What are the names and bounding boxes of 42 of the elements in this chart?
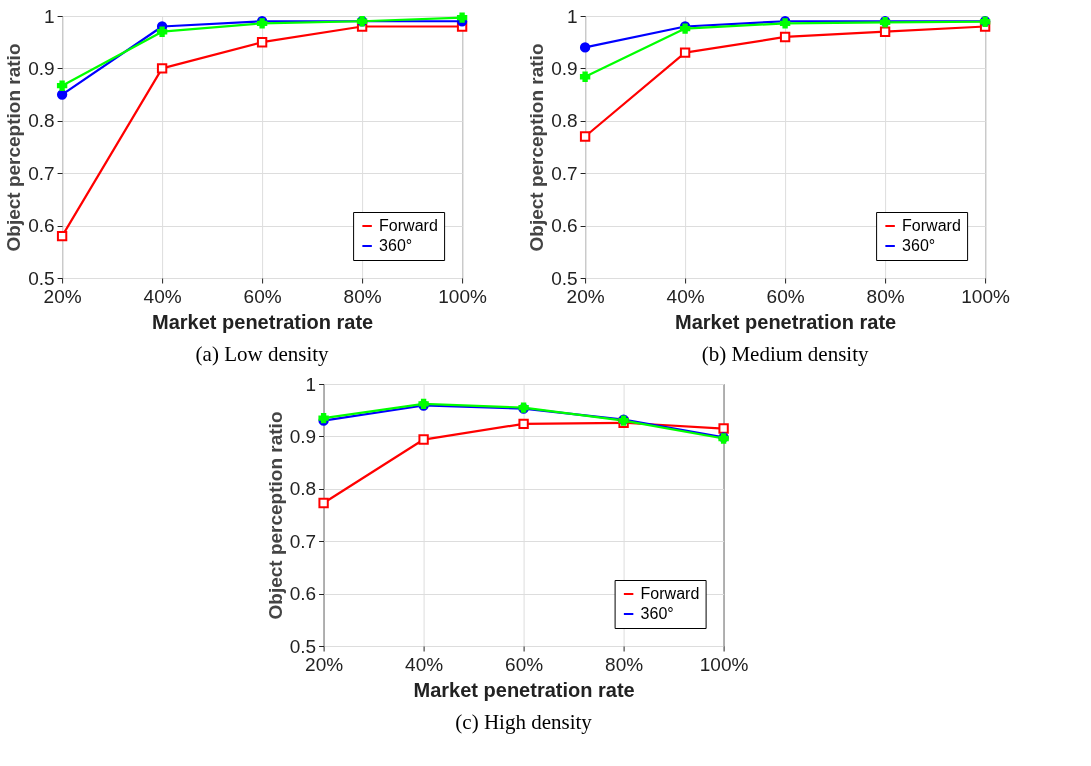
x-tick-label: 100% xyxy=(699,653,749,675)
y-tick-label: 0.6 xyxy=(551,215,578,237)
legend-label: Forward xyxy=(379,217,438,234)
x-tick-label: 100% xyxy=(438,285,487,307)
y-tick-label: 0.6 xyxy=(28,215,55,237)
x-tick-label: 60% xyxy=(243,285,282,307)
x-tick-label: 40% xyxy=(666,285,705,307)
y-tick-label: 1 xyxy=(567,5,578,27)
y-tick-label: 0.7 xyxy=(28,162,55,184)
y-axis-title: Object perception ratio xyxy=(3,43,25,252)
legend-label: 360° xyxy=(379,237,413,254)
legend-label: Forward xyxy=(640,585,700,602)
x-tick-label: 80% xyxy=(343,285,382,307)
y-tick-label: 1 xyxy=(44,5,55,27)
y-tick-label: 1 xyxy=(305,373,317,395)
x-tick-label: 80% xyxy=(605,653,644,675)
legend-label: 360° xyxy=(902,237,936,254)
y-tick-label: 0.8 xyxy=(289,478,317,500)
x-tick-label: 40% xyxy=(143,285,182,307)
y-tick-label: 0.9 xyxy=(28,57,55,79)
x-tick-label: 100% xyxy=(961,285,1010,307)
y-tick-label: 0.7 xyxy=(551,162,578,184)
y-axis-title: Object perception ratio xyxy=(264,411,286,620)
y-tick-label: 0.8 xyxy=(551,110,578,132)
y-tick-label: 0.9 xyxy=(289,425,317,447)
x-tick-label: 60% xyxy=(505,653,544,675)
legend-label: 360° xyxy=(640,605,674,622)
y-axis-title: Object perception ratio xyxy=(526,43,548,252)
y-tick-label: 0.6 xyxy=(289,583,317,605)
text: (a) Low density xyxy=(195,342,330,366)
x-tick-label: 40% xyxy=(405,653,444,675)
text: (c) High density xyxy=(455,710,593,734)
x-tick-label: 80% xyxy=(866,285,905,307)
x-axis-title: Market penetration rate xyxy=(413,678,635,701)
x-axis-title: Market penetration rate xyxy=(675,310,897,333)
x-axis-title: Market penetration rate xyxy=(152,310,374,333)
y-tick-label: 0.7 xyxy=(289,530,317,552)
legend-label: Forward xyxy=(902,217,961,234)
x-tick-label: 60% xyxy=(766,285,805,307)
y-tick-label: 0.8 xyxy=(28,110,55,132)
text: (b) Medium density xyxy=(701,342,870,366)
y-tick-label: 0.9 xyxy=(551,57,578,79)
